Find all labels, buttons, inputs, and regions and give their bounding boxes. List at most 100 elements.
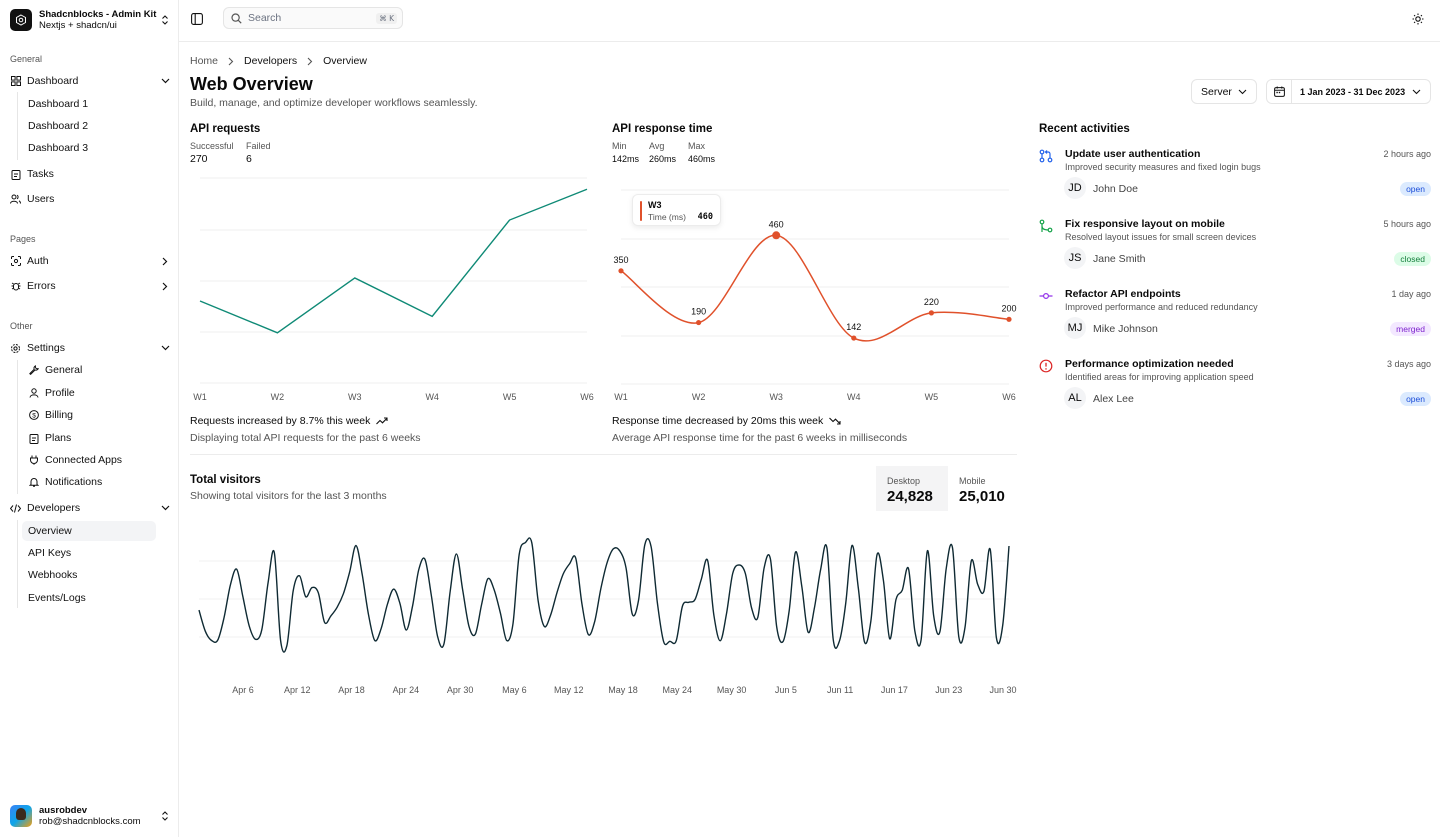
group-label-pages: Pages <box>10 234 36 244</box>
layout-grid-icon <box>10 76 21 87</box>
sun-icon[interactable] <box>1412 13 1424 25</box>
chevron-right-icon <box>307 57 313 66</box>
nav-users[interactable]: Users <box>10 189 170 209</box>
date-range-value: 1 Jan 2023 - 31 Dec 2023 <box>1300 86 1406 97</box>
nav-dashboard[interactable]: Dashboard <box>10 71 170 91</box>
settings-icon <box>10 343 21 354</box>
nav-auth[interactable]: Auth <box>10 251 170 271</box>
nav-tasks[interactable]: Tasks <box>10 164 170 184</box>
nav-users-label: Users <box>27 193 55 205</box>
x-tick-label: W1 <box>614 392 628 402</box>
user-name: ausrobdev <box>39 805 88 816</box>
response-point <box>696 319 702 326</box>
chevron-down-icon <box>160 343 170 353</box>
nav-settings[interactable]: Settings <box>10 338 170 358</box>
response-point <box>772 231 781 240</box>
api-response-title: API response time <box>612 123 713 135</box>
x-tick-label: W3 <box>769 392 783 402</box>
nav-errors[interactable]: Errors <box>10 276 170 296</box>
avatar: JD <box>1064 177 1086 199</box>
nav-settings-billing[interactable]: $ Billing <box>22 405 156 425</box>
breadcrumb-developers[interactable]: Developers <box>244 55 298 67</box>
x-tick-label: May 18 <box>608 685 638 695</box>
activity-title: Performance optimization needed <box>1065 358 1234 370</box>
nav-settings-plans-label: Plans <box>45 432 72 444</box>
api-requests-trend-text: Requests increased by 8.7% this week <box>190 415 371 427</box>
sidebar-toggle-icon[interactable] <box>191 13 203 25</box>
desktop-label: Desktop <box>887 476 921 486</box>
git-pull-request-icon <box>1039 149 1053 163</box>
data-label: 350 <box>613 255 628 265</box>
x-tick-label: W6 <box>1002 392 1016 402</box>
search-box[interactable]: Search ⌘ K <box>223 7 403 29</box>
chevron-right-icon <box>160 281 170 291</box>
api-response-chart: 350 190 460 142 220 200 W1 W2 W3 W4 W5 W6 <box>613 189 1017 402</box>
x-tick-label: May 24 <box>663 685 693 695</box>
nav-settings-general[interactable]: General <box>22 360 156 380</box>
visitors-subtitle: Showing total visitors for the last 3 mo… <box>190 490 387 502</box>
x-tick-label: W6 <box>580 392 594 402</box>
x-tick-label: May 30 <box>717 685 747 695</box>
date-range-picker[interactable]: 1 Jan 2023 - 31 Dec 2023 <box>1266 79 1431 104</box>
api-response-footer-title: Response time decreased by 20ms this wee… <box>612 415 841 427</box>
nav-developers[interactable]: Developers <box>10 498 170 518</box>
activity-user: Mike Johnson <box>1093 323 1158 335</box>
search-shortcut: ⌘ K <box>376 12 397 24</box>
nav-dashboard-3[interactable]: Dashboard 3 <box>28 142 89 154</box>
nav-settings-profile[interactable]: Profile <box>22 383 156 403</box>
bell-icon <box>28 477 39 488</box>
nav-settings-general-label: General <box>45 364 83 376</box>
nav-settings-connected-apps-label: Connected Apps <box>45 454 123 466</box>
clipboard-icon <box>28 433 39 444</box>
user-menu[interactable]: ausrobdev rob@shadcnblocks.com <box>10 804 170 828</box>
failed-label: Failed <box>246 141 271 151</box>
tooltip-value: 460 <box>697 212 713 222</box>
x-tick-label: Jun 11 <box>827 685 853 695</box>
nav-settings-billing-label: Billing <box>45 409 74 421</box>
activity-item[interactable]: Refactor API endpoints Improved performa… <box>1039 286 1431 346</box>
page-subtitle: Build, manage, and optimize developer wo… <box>190 97 478 109</box>
x-tick-label: Jun 5 <box>775 685 797 695</box>
response-point <box>618 268 624 274</box>
activity-item[interactable]: Performance optimization needed Identifi… <box>1039 356 1431 416</box>
plug-icon <box>28 455 39 466</box>
nav-settings-label: Settings <box>27 342 65 354</box>
activity-user: Jane Smith <box>1093 253 1146 265</box>
api-requests-footer-desc: Displaying total API requests for the pa… <box>190 432 421 444</box>
chevron-right-icon <box>160 256 170 266</box>
response-point <box>1006 316 1012 322</box>
activity-time: 5 hours ago <box>1383 219 1431 229</box>
x-tick-label: W3 <box>348 392 362 402</box>
chevrons-up-down-icon <box>160 809 170 823</box>
nav-developers-events-logs[interactable]: Events/Logs <box>28 592 86 604</box>
nav-settings-connected-apps[interactable]: Connected Apps <box>22 450 156 470</box>
search-icon <box>231 12 242 24</box>
team-switcher[interactable]: Shadcnblocks - Admin Kit Nextjs + shadcn… <box>10 8 170 32</box>
user-avatar <box>10 805 32 827</box>
mobile-toggle[interactable]: Mobile 25,010 <box>948 466 1018 511</box>
data-label: 142 <box>846 322 861 332</box>
activity-item[interactable]: Fix responsive layout on mobile Resolved… <box>1039 216 1431 276</box>
x-tick-label: Jun 30 <box>989 685 1016 695</box>
desktop-toggle[interactable]: Desktop 24,828 <box>876 466 948 511</box>
nav-dashboard-2[interactable]: Dashboard 2 <box>28 120 89 132</box>
team-subtitle: Nextjs + shadcn/ui <box>39 20 117 31</box>
nav-developers-api-keys[interactable]: API Keys <box>28 547 72 559</box>
breadcrumb-home[interactable]: Home <box>190 55 219 67</box>
activity-item[interactable]: Update user authentication Improved secu… <box>1039 146 1431 206</box>
x-tick-label: Apr 18 <box>338 685 365 695</box>
avg-value: 260ms <box>649 154 677 164</box>
server-select[interactable]: Server <box>1191 79 1257 104</box>
dollar-circle-icon: $ <box>28 410 39 421</box>
nav-settings-notifications[interactable]: Notifications <box>22 472 156 492</box>
nav-developers-overview[interactable]: Overview <box>22 521 156 541</box>
data-label: 460 <box>769 219 784 229</box>
max-value: 460ms <box>688 154 716 164</box>
activity-user: Alex Lee <box>1093 393 1134 405</box>
successful-value: 270 <box>190 153 208 165</box>
nav-settings-plans[interactable]: Plans <box>22 428 156 448</box>
mobile-value: 25,010 <box>959 488 1005 505</box>
nav-developers-webhooks[interactable]: Webhooks <box>28 569 78 581</box>
search-placeholder: Search <box>248 12 282 24</box>
nav-dashboard-1[interactable]: Dashboard 1 <box>28 98 89 110</box>
